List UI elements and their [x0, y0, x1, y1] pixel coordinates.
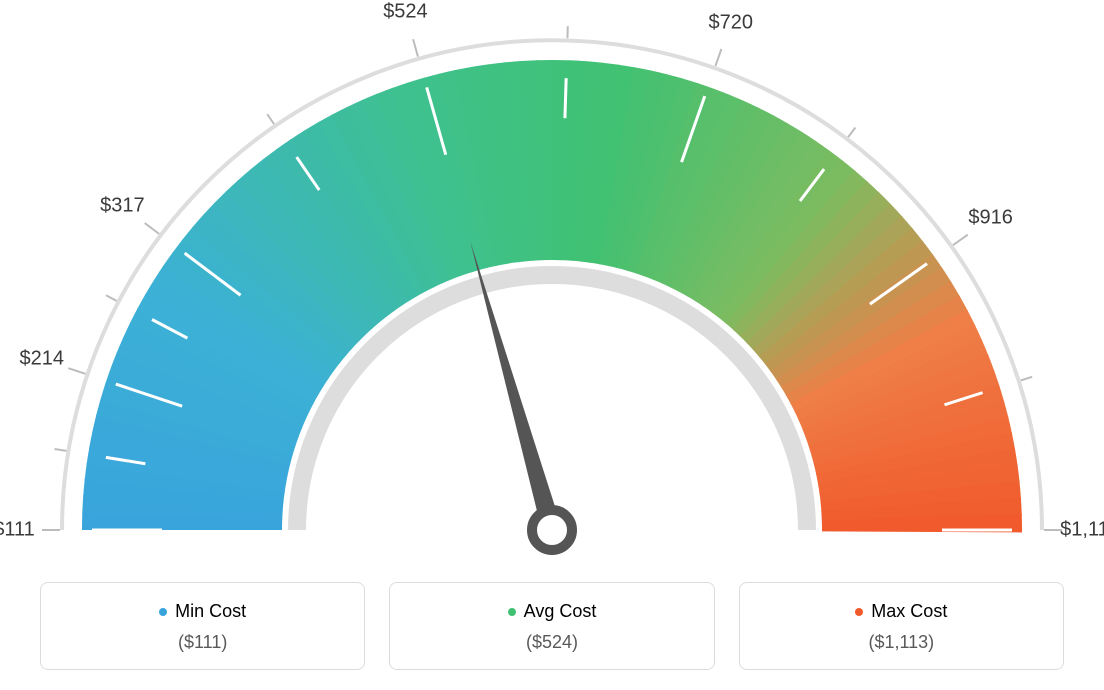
gauge-tick-label: $214	[20, 348, 65, 371]
gauge-tick-label: $524	[383, 1, 428, 24]
dot-icon	[855, 608, 863, 616]
legend-title-min: Min Cost	[159, 601, 246, 622]
legend-value-avg: ($524)	[402, 632, 701, 653]
legend-title-text: Avg Cost	[524, 601, 597, 622]
gauge-svg	[0, 10, 1104, 570]
legend-value-min: ($111)	[53, 632, 352, 653]
legend-title-text: Min Cost	[175, 601, 246, 622]
legend-card-max: Max Cost ($1,113)	[739, 582, 1064, 670]
gauge-tick-label: $317	[100, 195, 145, 218]
legend-card-min: Min Cost ($111)	[40, 582, 365, 670]
dot-icon	[508, 608, 516, 616]
legend-row: Min Cost ($111) Avg Cost ($524) Max Cost…	[40, 582, 1064, 670]
cost-gauge-chart: $111 $214 $317 $524 $720 $916 $1,113 Min Cost …	[0, 0, 1104, 690]
gauge-tick-label: $1,113	[1060, 519, 1104, 542]
legend-title-max: Max Cost	[855, 601, 947, 622]
gauge-tick-label: $916	[968, 207, 1013, 230]
gauge-tick-label: $720	[708, 11, 753, 34]
legend-title-avg: Avg Cost	[508, 601, 597, 622]
gauge-tick-label: $111	[0, 519, 35, 542]
gauge-area: $111$214$317$524$720$916$1,113	[0, 10, 1104, 570]
legend-card-avg: Avg Cost ($524)	[389, 582, 714, 670]
dot-icon	[159, 608, 167, 616]
legend-title-text: Max Cost	[871, 601, 947, 622]
legend-value-max: ($1,113)	[752, 632, 1051, 653]
